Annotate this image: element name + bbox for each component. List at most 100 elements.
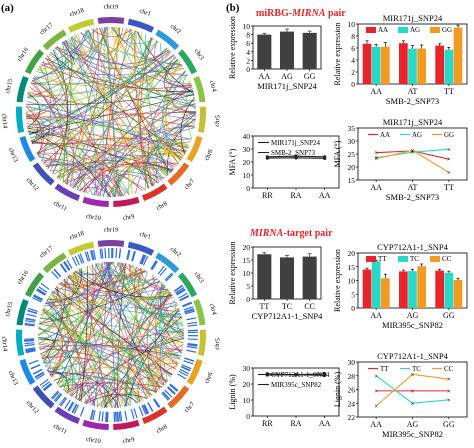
link-curve (84, 336, 185, 404)
y-tick-label: 24 (348, 399, 356, 408)
link-curve (50, 261, 110, 376)
link-curve (56, 115, 197, 178)
link-curve (59, 382, 163, 388)
legend-label: AA (378, 26, 388, 34)
chromosome-label: chr10 (86, 213, 102, 222)
y-tick-label: 6 (351, 44, 355, 53)
link-curve (37, 26, 116, 71)
chromosome-segment (193, 299, 206, 326)
y-tick-label: 0 (246, 412, 250, 421)
track-tick (119, 411, 123, 422)
link-curve (72, 272, 151, 397)
link-curve (47, 268, 82, 301)
track-tick (184, 310, 195, 315)
section-label-mirbg-mirna: miRBG-MIRNA pair (256, 8, 346, 19)
chart-expression-mir395c: 0 5 10 15 20 AA AG GG Relative expression MIR395c… (333, 242, 468, 330)
track-tick (54, 393, 63, 403)
bar (398, 43, 408, 84)
link-curve (91, 28, 132, 38)
link-curve (41, 311, 133, 406)
link-curve (55, 47, 182, 161)
legend-label: TC (412, 365, 421, 373)
circos-plot-top: chr19 chr1 chr2 chr3 chr4 chr5 chr6 chr7 chr8 chr… (0, 4, 221, 223)
link-curve (27, 127, 50, 144)
track-tick (24, 322, 35, 326)
bar (279, 31, 295, 69)
link-curve (25, 48, 65, 112)
track-tick (179, 295, 189, 301)
link-curve (26, 114, 183, 160)
track-tick (25, 348, 36, 352)
link-curve (145, 145, 188, 189)
track-tick (33, 294, 44, 300)
link-curve (30, 62, 181, 85)
chromosome-segment (16, 299, 29, 326)
x-tick-label: AG (407, 311, 419, 320)
bar (257, 34, 272, 69)
y-tick-label: 10 (243, 396, 251, 405)
chromosome-label: chr19 (104, 227, 119, 234)
data-point (323, 156, 327, 160)
track-tick (79, 253, 85, 264)
bar (435, 45, 445, 84)
chromosome-segment (141, 406, 168, 425)
link-curve (101, 307, 180, 408)
legend-swatch (366, 27, 376, 33)
track-tick (130, 409, 135, 420)
y-axis-label: MFA (°) (333, 140, 342, 167)
series-line (375, 375, 449, 404)
legend-swatch (398, 256, 408, 262)
track-tick (184, 308, 195, 313)
track-tick (24, 324, 35, 327)
y-tick-label: 15 (243, 256, 251, 265)
chromosome-segment (67, 18, 95, 33)
track-tick (141, 255, 147, 265)
link-curve (55, 41, 76, 65)
data-point: × (374, 387, 378, 395)
link-curve (88, 29, 160, 183)
link-curve (58, 262, 104, 289)
legend-label: AA (380, 131, 390, 139)
chromosome-label: chr13 (7, 370, 19, 386)
link-curve (172, 85, 197, 114)
y-tick-label: 4 (351, 56, 355, 65)
track-tick (184, 309, 195, 314)
x-tick-label: RR (262, 419, 273, 428)
section-label-mirna-target: MIRNA-target pair (249, 228, 333, 239)
link-curve (100, 293, 172, 408)
track-tick (89, 250, 94, 261)
x-tick-label: GG (304, 72, 316, 81)
track-tick (151, 261, 158, 271)
data-point (294, 156, 298, 160)
chromosome-label: chr18 (69, 7, 85, 18)
track-tick (169, 384, 178, 392)
chromosome-segment (186, 135, 203, 162)
link-curve (29, 132, 54, 144)
link-curve (134, 31, 168, 176)
link-curve (79, 163, 174, 192)
y-tick-label: 22 (348, 413, 356, 422)
track-tick (178, 370, 189, 377)
link-curve (38, 27, 98, 68)
track-tick (104, 248, 107, 259)
chromosome-label: chr14 (0, 336, 8, 352)
y-tick-label: 20 (243, 158, 251, 167)
track-tick (67, 401, 74, 411)
data-point: × (374, 155, 378, 163)
link-curve (79, 177, 116, 198)
track-tick (24, 339, 35, 342)
legend-swatch (398, 27, 408, 33)
track-tick (24, 342, 35, 345)
link-curve (182, 74, 195, 96)
chromosome-label: chr15 (4, 301, 14, 317)
y-tick-label: 0 (246, 295, 250, 304)
track-tick (27, 307, 38, 312)
bar (362, 43, 372, 84)
track-tick (187, 338, 198, 341)
x-tick-label: TT (259, 302, 269, 311)
y-tick-label: 30 (243, 364, 251, 373)
link-curve (48, 290, 170, 305)
link-curve (62, 99, 196, 183)
link-curve (79, 32, 182, 66)
